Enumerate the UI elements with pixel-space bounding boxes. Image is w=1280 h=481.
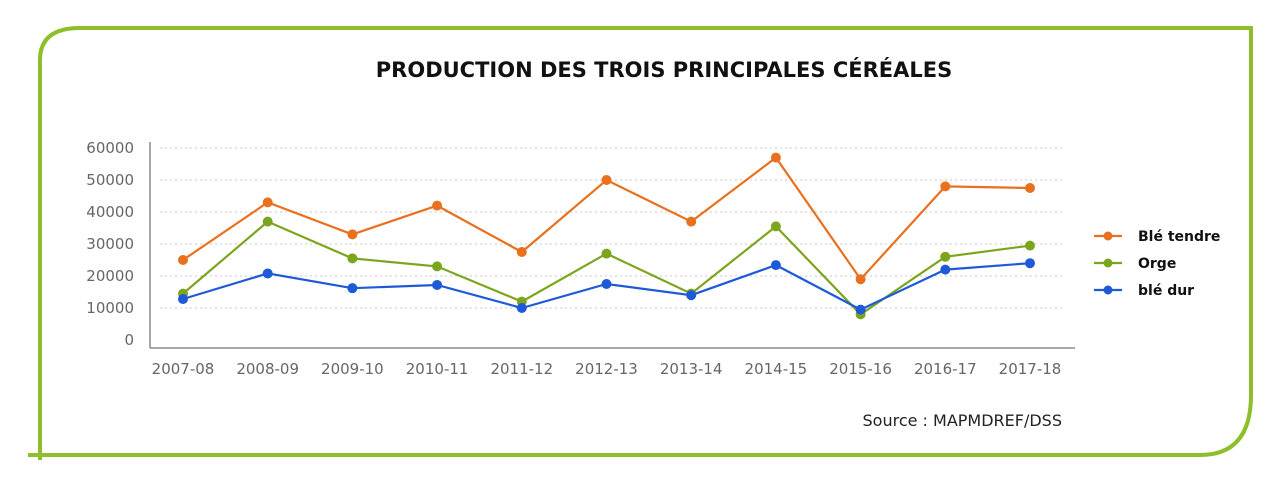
data-point (855, 304, 866, 315)
data-point (770, 221, 781, 232)
data-point (347, 229, 358, 240)
x-tick-label: 2009-10 (321, 360, 384, 378)
axes (149, 142, 1075, 349)
data-point (686, 290, 697, 301)
data-point (855, 274, 866, 285)
y-tick-label: 0 (124, 331, 134, 349)
legend-marker (1103, 285, 1113, 295)
y-tick-label: 10000 (86, 299, 134, 317)
data-point (178, 255, 188, 265)
x-tick-label: 2011-12 (490, 360, 553, 378)
x-tick-label: 2013-14 (660, 360, 723, 378)
data-point (1025, 240, 1035, 251)
data-point (601, 248, 612, 259)
data-point (432, 200, 443, 211)
data-point (432, 279, 443, 290)
legend-label: blé dur (1138, 283, 1194, 299)
x-tick-label: 2008-09 (236, 360, 299, 378)
series-line-1 (182, 220, 1031, 316)
data-point (432, 261, 443, 272)
y-tick-label: 60000 (86, 139, 134, 157)
y-tick-labels: 0 10000 20000 30000 40000 50000 60000 (86, 139, 134, 349)
data-point (347, 283, 358, 294)
x-tick-labels: 2007-08 2008-09 2009-10 2010-11 2011-12 2012-… (152, 360, 1062, 378)
data-point (770, 260, 781, 271)
data-point (940, 251, 951, 262)
data-point (940, 264, 951, 275)
data-point (178, 294, 188, 305)
data-point (262, 268, 273, 279)
chart-title: PRODUCTION DES TROIS PRINCIPALES CÉRÉALE… (375, 58, 953, 82)
data-point (1025, 183, 1035, 193)
grid-lines (160, 147, 1065, 309)
data-point (686, 216, 697, 227)
x-tick-label: 2007-08 (152, 360, 215, 378)
series-points (178, 152, 1035, 320)
x-tick-label: 2016-17 (914, 360, 977, 378)
data-point (347, 253, 358, 264)
y-tick-label: 50000 (86, 171, 134, 189)
legend-label: Orge (1138, 256, 1176, 272)
legend-marker (1103, 231, 1113, 241)
x-tick-label: 2015-16 (829, 360, 892, 378)
legend-marker (1103, 258, 1113, 268)
data-point (262, 216, 273, 227)
x-tick-label: 2010-11 (406, 360, 469, 378)
y-tick-label: 30000 (86, 235, 134, 253)
y-tick-label: 40000 (86, 203, 134, 221)
x-tick-label: 2012-13 (575, 360, 638, 378)
data-point (770, 152, 781, 163)
data-point (1025, 258, 1035, 269)
data-point (262, 197, 273, 208)
data-point (601, 175, 612, 185)
x-tick-label: 2017-18 (999, 360, 1062, 378)
y-tick-label: 20000 (86, 267, 134, 285)
legend: Blé tendre Orge blé dur (1094, 229, 1220, 299)
data-point (601, 279, 612, 289)
data-point (516, 247, 527, 257)
x-tick-label: 2014-15 (745, 360, 808, 378)
legend-label: Blé tendre (1138, 229, 1220, 245)
data-point (516, 303, 527, 313)
data-point (940, 181, 951, 192)
source-note: Source : MAPMDREF/DSS (862, 411, 1063, 430)
